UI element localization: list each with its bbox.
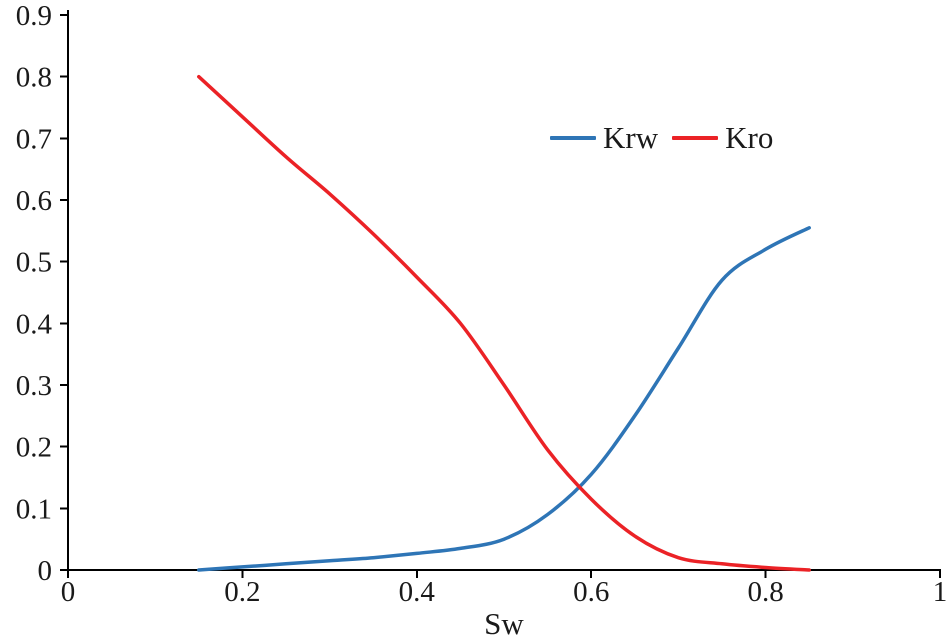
x-tick-label: 0	[61, 576, 76, 608]
y-tick-label: 0.6	[16, 185, 52, 217]
legend-label-kro: Kro	[725, 120, 774, 155]
y-tick-label: 0.7	[16, 123, 52, 155]
y-tick-label: 0.8	[16, 62, 52, 94]
series-line-kro	[197, 74, 811, 572]
krw-line-swatch	[550, 136, 596, 140]
y-tick-label: 0.5	[16, 247, 52, 279]
x-tick-label: 0.8	[747, 576, 783, 608]
x-tick-label: 0.6	[573, 576, 609, 608]
legend-item-krw: Krw	[550, 120, 658, 156]
x-tick-label: 0.4	[399, 576, 436, 608]
kro-line-swatch	[672, 136, 719, 140]
y-tick-label: 0.9	[16, 0, 52, 32]
legend: Krw Kro	[550, 120, 787, 156]
x-axis-title: Sw	[484, 606, 524, 641]
y-tick-label: 0.2	[16, 432, 52, 464]
y-tick-label: 0.3	[16, 370, 52, 402]
legend-item-kro: Kro	[672, 120, 773, 156]
legend-label-krw: Krw	[603, 120, 659, 155]
series-line-krw	[197, 226, 811, 572]
y-tick-label: 0.4	[16, 308, 53, 340]
y-tick-label: 0.1	[16, 493, 52, 525]
y-tick-label: 0	[38, 555, 53, 587]
x-tick-label: 1	[933, 576, 948, 608]
x-tick-label: 0.2	[224, 576, 260, 608]
